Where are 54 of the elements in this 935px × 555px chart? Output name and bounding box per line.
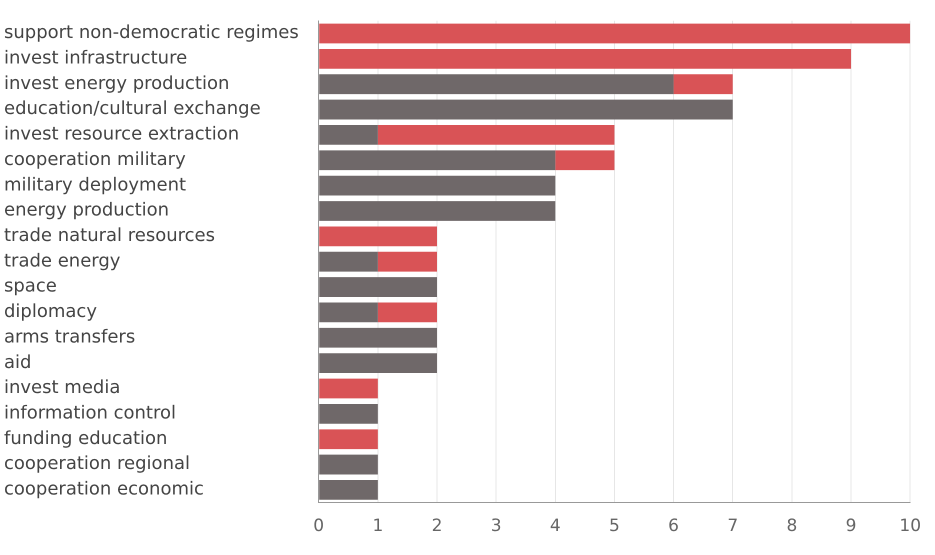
bar xyxy=(319,252,378,272)
bar xyxy=(319,328,437,348)
y-tick-label: invest resource extraction xyxy=(4,124,240,145)
x-tick-label: 3 xyxy=(490,516,502,536)
bar xyxy=(555,150,614,170)
x-tick-label: 0 xyxy=(313,516,324,536)
y-tick-label: trade natural resources xyxy=(4,225,215,246)
y-tick-label: invest media xyxy=(4,377,120,398)
bar xyxy=(319,277,437,297)
y-tick-label: funding education xyxy=(4,428,168,449)
y-tick-label: arms transfers xyxy=(4,326,136,348)
y-tick-label: education/cultural exchange xyxy=(4,98,261,120)
y-tick-label: energy production xyxy=(4,200,170,221)
bar xyxy=(319,74,674,94)
y-tick-label: military deployment xyxy=(4,174,186,196)
bar xyxy=(319,201,556,221)
y-tick-label: support non-democratic regimes xyxy=(4,22,299,44)
bar xyxy=(674,74,733,94)
bar xyxy=(319,429,378,450)
bar xyxy=(378,252,437,272)
bar xyxy=(319,24,910,44)
x-tick-label: 8 xyxy=(786,516,798,536)
y-tick-label: diplomacy xyxy=(4,301,98,322)
y-tick-label: cooperation regional xyxy=(4,453,190,474)
bar xyxy=(319,150,556,170)
x-tick-label: 7 xyxy=(727,516,738,536)
bar xyxy=(319,48,852,69)
y-tick-label: invest infrastructure xyxy=(4,48,188,69)
x-tick-label: 5 xyxy=(609,516,620,536)
bar xyxy=(319,454,378,474)
x-tick-label: 2 xyxy=(432,516,442,536)
x-tick-label: 4 xyxy=(550,516,561,536)
y-tick-label: cooperation economic xyxy=(4,478,204,500)
y-tick-label: aid xyxy=(4,352,32,373)
y-tick-label: invest energy production xyxy=(4,72,230,94)
bar xyxy=(319,378,378,398)
y-tick-label: space xyxy=(4,276,57,297)
y-tick-label: cooperation military xyxy=(4,148,186,170)
bar xyxy=(319,404,378,424)
bar xyxy=(319,176,556,196)
x-tick-label: 1 xyxy=(372,516,384,536)
x-tick-label: 10 xyxy=(899,516,922,536)
bar xyxy=(319,125,378,145)
bar xyxy=(319,302,378,322)
bar xyxy=(319,480,378,500)
y-tick-label: trade energy xyxy=(4,250,121,272)
bar xyxy=(378,125,614,145)
bar xyxy=(319,100,733,120)
y-tick-label: information control xyxy=(4,402,176,424)
x-tick-label: 9 xyxy=(846,516,856,536)
bar xyxy=(378,302,437,322)
bar xyxy=(319,353,437,374)
bar xyxy=(319,226,437,246)
x-tick-label: 6 xyxy=(668,516,680,536)
